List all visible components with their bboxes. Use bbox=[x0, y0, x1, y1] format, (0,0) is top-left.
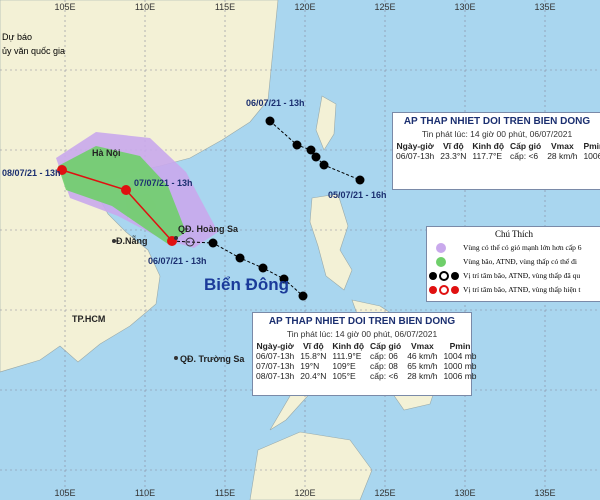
legend-text: Vùng bão, ATNĐ, vùng thấp có thể đi bbox=[463, 257, 577, 266]
cone-zone bbox=[58, 146, 186, 244]
cell: 111.9°E bbox=[332, 351, 362, 361]
cell: 109°E bbox=[332, 361, 356, 371]
cell: 46 km/h bbox=[407, 351, 438, 361]
place: TP.HCM bbox=[72, 314, 105, 324]
lon-label: 105E bbox=[54, 2, 75, 12]
track-label: 06/07/21 - 13h bbox=[148, 256, 207, 266]
header-cell: Ngày-giờ bbox=[256, 341, 294, 351]
header-cell: Ngày-giờ bbox=[396, 141, 434, 151]
cell: 23.3°N bbox=[440, 151, 467, 161]
legend-text: Vùng có thể có gió mạnh lớn hơn cấp 6 bbox=[463, 243, 582, 252]
legend-item: Vị trí tâm bão, ATNĐ, vùng thấp hiện t bbox=[427, 283, 600, 297]
track-labels: 08/07/21 - 13h 07/07/21 - 13h 06/07/21 -… bbox=[2, 98, 387, 266]
cell: 105°E bbox=[332, 371, 356, 381]
bulletin-table: Ngày-giờ Vĩ độ Kinh độ Cấp gió Vmax Pmin 06/0… bbox=[393, 141, 600, 161]
header-cell: Vmax bbox=[550, 141, 574, 151]
lon-label: 110E bbox=[135, 488, 155, 498]
agency: Dự báo bbox=[2, 32, 32, 42]
lon-label: 120E bbox=[294, 488, 315, 498]
cell: 28 km/h bbox=[407, 371, 438, 381]
cell: 28 km/h bbox=[547, 151, 578, 161]
lon-label: 135E bbox=[534, 488, 555, 498]
bulletin-issued: Tin phát lúc: 14 giờ 00 phút, 06/07/2021 bbox=[421, 129, 573, 139]
lon-label: 105E bbox=[54, 488, 75, 498]
legend-icon bbox=[436, 257, 446, 268]
legend-text: Vị trí tâm bão, ATNĐ, vùng thấp hiện t bbox=[463, 285, 581, 294]
header-cell: Pmin bbox=[583, 141, 600, 151]
cell: 15.8°N bbox=[300, 351, 327, 361]
header-row: Ngày-giờ Vĩ độ Kinh độ Cấp gió Vmax Pmin bbox=[253, 341, 480, 351]
bulletin-issued: Tin phát lúc: 14 giờ 00 phút, 06/07/2021 bbox=[286, 329, 438, 339]
cell: 1006 bbox=[583, 151, 600, 161]
row: 06/07-13h 15.8°N 111.9°E cấp: 06 46 km/h 1004… bbox=[253, 351, 480, 361]
bulletin-2: AP THAP NHIET DOI TREN BIEN DONG Tin phá… bbox=[252, 312, 477, 396]
legend-icon bbox=[429, 271, 459, 282]
position-marker bbox=[185, 237, 195, 247]
legend-item: Vị trí tâm bão, ATNĐ, vùng thấp đã qu bbox=[427, 269, 600, 283]
lon-label: 110E bbox=[135, 2, 155, 12]
header-cell: Pmin bbox=[449, 341, 471, 351]
track-label: 06/07/21 - 13h bbox=[246, 98, 305, 108]
bulletin-1: AP THAP NHIET DOI TREN BIEN DONG Tin phá… bbox=[392, 112, 600, 190]
header-cell: Kinh độ bbox=[332, 341, 365, 351]
place: Hà Nội bbox=[92, 148, 121, 158]
header-cell: Vĩ độ bbox=[442, 141, 464, 151]
track-label: 05/07/21 - 16h bbox=[328, 190, 387, 200]
header-cell: Cấp gió bbox=[370, 341, 402, 351]
cell: cấp: <6 bbox=[370, 371, 399, 381]
agency: ủy văn quốc gia bbox=[2, 46, 65, 56]
header-cell: Cấp gió bbox=[510, 141, 542, 151]
lon-label: 115E bbox=[215, 488, 235, 498]
cell: cấp: 08 bbox=[370, 361, 398, 371]
row: 07/07-13h 19°N 109°E cấp: 08 65 km/h 1000 mb bbox=[253, 361, 480, 371]
past-points bbox=[208, 116, 365, 301]
bulletin-table: Ngày-giờ Vĩ độ Kinh độ Cấp gió Vmax Pmin 06/07… bbox=[253, 341, 480, 381]
cell: cấp: 06 bbox=[370, 351, 398, 361]
row: 08/07-13h 20.4°N 105°E cấp: <6 28 km/h 1006 m… bbox=[253, 371, 480, 381]
lon-label: 115E bbox=[215, 2, 235, 12]
lon-label: 120E bbox=[294, 2, 315, 12]
cell: 07/07-13h bbox=[256, 361, 295, 371]
legend-icon bbox=[429, 285, 459, 296]
header-cell: Kinh độ bbox=[472, 141, 505, 151]
cell: 117.7°E bbox=[472, 151, 503, 161]
track-label: 08/07/21 - 13h bbox=[2, 168, 61, 178]
legend-item: Vùng bão, ATNĐ, vùng thấp có thể đi bbox=[427, 255, 600, 269]
lon-label: 135E bbox=[534, 2, 555, 12]
legend-title: Chú Thích bbox=[494, 229, 534, 239]
header-cell: Vmax bbox=[410, 341, 434, 351]
cell: 06/07-13h bbox=[256, 351, 295, 361]
cell: 1004 mb bbox=[443, 351, 477, 361]
legend-icon bbox=[436, 243, 446, 254]
lon-label: 130E bbox=[454, 488, 475, 498]
cell: 65 km/h bbox=[407, 361, 438, 371]
place: QĐ. Trường Sa bbox=[180, 354, 245, 364]
legend-item: Vùng có thể có gió mạnh lớn hơn cấp 6 bbox=[427, 241, 600, 255]
cell: cấp: <6 bbox=[510, 151, 539, 161]
cell: 1006 mb bbox=[443, 371, 477, 381]
bulletin-title: AP THAP NHIET DOI TREN BIEN DONG bbox=[403, 116, 591, 127]
place-dots bbox=[112, 236, 178, 360]
lon-label: 130E bbox=[454, 2, 475, 12]
cell: 1000 mb bbox=[443, 361, 477, 371]
place: QĐ. Hoàng Sa bbox=[178, 224, 239, 234]
track-label: 07/07/21 - 13h bbox=[134, 178, 193, 188]
sea-name: Biển Đông bbox=[204, 275, 289, 294]
place-labels: Hà Nội Đ.Nẵng QĐ. Hoàng Sa TP.HCM QĐ. Tr… bbox=[72, 148, 289, 364]
place: Đ.Nẵng bbox=[116, 235, 148, 246]
cell: 06/07-13h bbox=[396, 151, 435, 161]
header-cell: Vĩ độ bbox=[302, 341, 324, 351]
cell: 20.4°N bbox=[300, 371, 327, 381]
cell: 19°N bbox=[300, 361, 320, 371]
axis-top: 105E 110E 115E 120E 125E 130E 135E 105E 110E 115… bbox=[54, 2, 555, 498]
lon-label: 125E bbox=[374, 488, 395, 498]
lon-label: 125E bbox=[374, 2, 395, 12]
cell: 08/07-13h bbox=[256, 371, 295, 381]
bulletin-title: AP THAP NHIET DOI TREN BIEN DONG bbox=[268, 316, 456, 327]
legend: Chú Thích Vùng có thể có gió mạnh lớn hơ… bbox=[426, 226, 600, 302]
legend-text: Vị trí tâm bão, ATNĐ, vùng thấp đã qu bbox=[463, 271, 581, 280]
